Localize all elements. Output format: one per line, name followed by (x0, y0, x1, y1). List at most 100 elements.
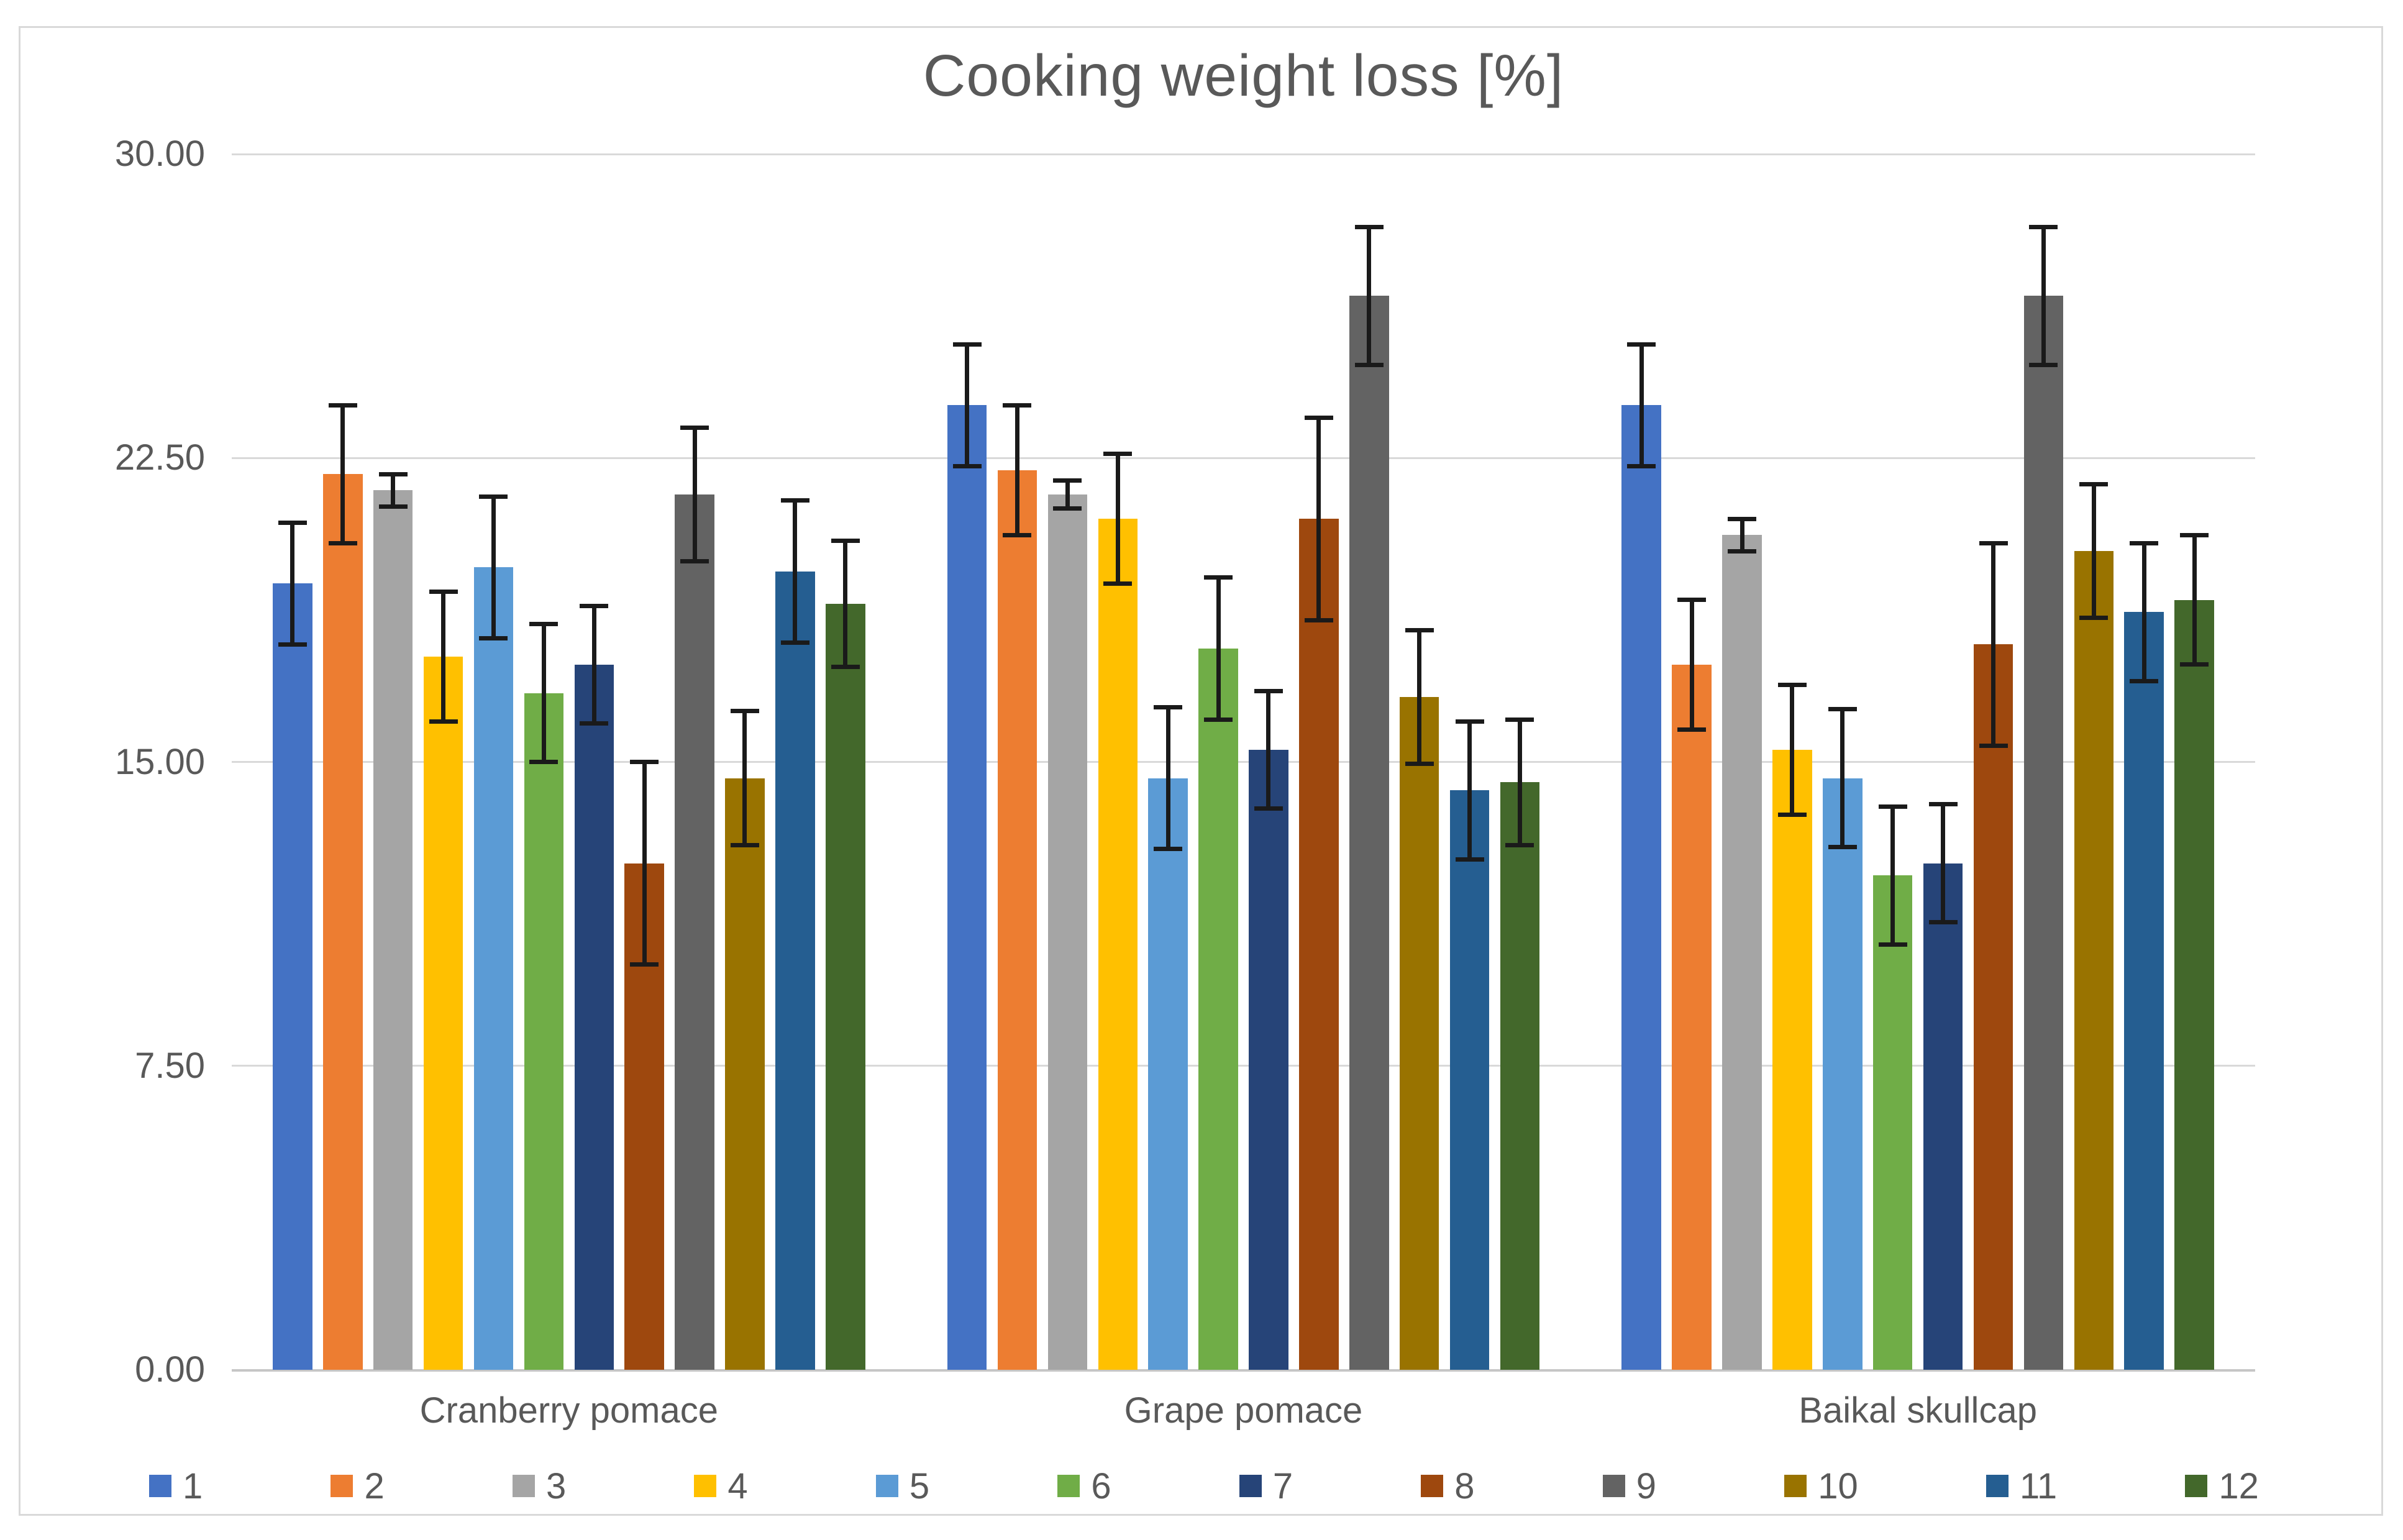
error-bar (965, 344, 970, 467)
error-bar-cap-bottom (1828, 844, 1857, 849)
bar-series-10 (1399, 697, 1439, 1370)
error-bar-cap-bottom (1979, 743, 2008, 748)
error-bar-cap-bottom (479, 636, 508, 641)
error-bar (843, 540, 848, 667)
error-bar-cap-bottom (278, 642, 307, 647)
y-tick-label: 0.00 (135, 1349, 205, 1390)
bar-series-6 (1198, 648, 1238, 1370)
bar-series-7 (1923, 863, 1963, 1370)
legend-swatch (512, 1475, 535, 1497)
legend-item-9: 9 (1602, 1465, 1656, 1507)
error-bar (290, 522, 295, 645)
error-bar-cap-bottom (1455, 857, 1484, 862)
error-bar-cap-top (529, 622, 559, 627)
legend-label: 4 (727, 1465, 748, 1506)
error-bar-cap-top (1354, 224, 1384, 229)
bar-series-2 (1672, 664, 1712, 1370)
error-bar-cap-top (1405, 627, 1434, 632)
error-bar-cap-bottom (1505, 842, 1534, 847)
error-bar-cap-bottom (831, 664, 860, 669)
bar-series-11 (1449, 790, 1490, 1370)
x-axis-line (232, 1369, 2255, 1372)
y-tick-label: 30.00 (114, 134, 205, 174)
error-bar-cap-bottom (328, 540, 357, 545)
y-gridline (232, 761, 2255, 763)
bar-series-4 (1772, 749, 1812, 1370)
error-bar (541, 624, 546, 762)
error-bar (441, 591, 446, 722)
error-bar-cap-bottom (730, 842, 759, 847)
legend-label: 8 (1454, 1465, 1475, 1506)
bar-series-6 (1872, 875, 1913, 1370)
error-bar-cap-bottom (2079, 616, 2109, 621)
legend-label: 2 (364, 1465, 385, 1506)
error-bar (1689, 599, 1694, 730)
error-bar (1015, 405, 1019, 535)
legend-swatch (875, 1475, 898, 1497)
error-bar-cap-top (278, 521, 307, 526)
legend-item-10: 10 (1784, 1465, 1858, 1507)
error-bar (1065, 480, 1070, 509)
legend-item-1: 1 (149, 1465, 203, 1507)
bar-series-5 (1823, 778, 1863, 1370)
error-bar-cap-top (1254, 688, 1283, 693)
error-bar (2041, 227, 2046, 365)
bar-series-4 (1098, 519, 1138, 1370)
legend-swatch (1239, 1475, 1262, 1497)
error-bar-cap-bottom (378, 504, 408, 509)
error-bar-cap-bottom (1103, 581, 1133, 586)
error-bar (1165, 707, 1170, 849)
y-gridline (232, 457, 2255, 459)
legend-swatch (1784, 1475, 1807, 1497)
error-bar-cap-bottom (1053, 506, 1082, 511)
legend-item-7: 7 (1239, 1465, 1293, 1507)
error-bar-cap-top (1777, 683, 1807, 688)
y-tick-label: 15.00 (114, 741, 205, 782)
legend-swatch (331, 1475, 353, 1497)
error-bar-cap-bottom (529, 760, 559, 764)
bar-series-8 (1973, 644, 2013, 1370)
error-bar-cap-bottom (1677, 727, 1707, 732)
error-bar (1890, 806, 1895, 945)
y-gridline (232, 1065, 2255, 1067)
bar-series-1 (947, 405, 987, 1370)
error-bar-cap-bottom (1878, 942, 1907, 947)
error-bar-cap-bottom (2130, 678, 2159, 683)
bar-series-5 (473, 567, 514, 1370)
bar-series-5 (1148, 778, 1188, 1370)
bar-series-12 (2174, 599, 2214, 1370)
legend-item-12: 12 (2185, 1465, 2259, 1507)
category-label: Grape pomace (1124, 1390, 1363, 1431)
error-bar-cap-top (831, 539, 860, 544)
bar-series-3 (1047, 494, 1088, 1370)
legend-swatch (694, 1475, 717, 1497)
error-bar-cap-bottom (1777, 812, 1807, 817)
bar-series-4 (423, 656, 463, 1370)
error-bar-cap-bottom (630, 962, 659, 967)
error-bar-cap-top (1677, 598, 1707, 603)
error-bar-cap-top (2180, 532, 2209, 537)
legend-swatch (2185, 1475, 2208, 1497)
bar-series-2 (323, 474, 363, 1370)
legend-label: 12 (2218, 1465, 2259, 1506)
error-bar-cap-bottom (1003, 532, 1032, 537)
error-bar-cap-top (1304, 415, 1333, 420)
legend-swatch (1421, 1475, 1444, 1497)
error-bar-cap-bottom (1405, 762, 1434, 767)
bar-series-9 (675, 494, 714, 1370)
error-bar (642, 762, 647, 965)
legend-item-2: 2 (331, 1465, 385, 1507)
error-bar-cap-top (2079, 482, 2109, 487)
error-bar-cap-bottom (1928, 919, 1958, 924)
error-bar-cap-top (1505, 717, 1534, 722)
error-bar (1517, 719, 1522, 845)
error-bar (793, 500, 798, 643)
error-bar (1216, 577, 1221, 719)
legend: 1 2 3 4 5 6 7 8 9 10 11 12 (149, 1461, 2259, 1511)
legend-label: 5 (909, 1465, 930, 1506)
error-bar (1367, 227, 1372, 365)
bar-series-11 (775, 571, 815, 1370)
legend-label: 1 (183, 1465, 203, 1506)
legend-label: 3 (545, 1465, 567, 1506)
